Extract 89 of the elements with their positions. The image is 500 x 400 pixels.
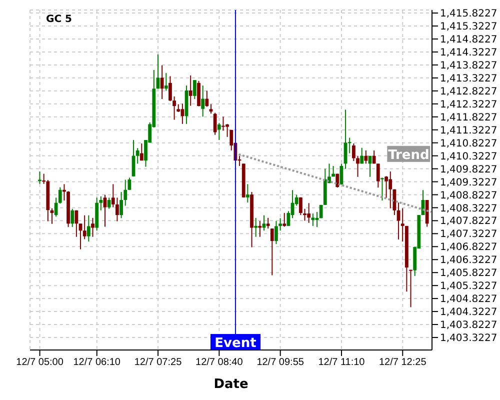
candlestick [388,170,392,209]
x-axis-title: Date [214,377,248,392]
candlestick [74,210,78,238]
candlestick [356,155,360,178]
candlestick [217,122,221,141]
y-tick-label: 1,414.8227 [440,34,498,46]
candlestick [274,220,278,245]
x-tick-label: 12/7 06:10 [73,357,121,368]
y-tick-label: 1,410.8227 [440,138,498,150]
y-tick-label: 1,413.8227 [440,60,498,72]
candlestick [384,176,388,198]
candlestick [340,163,344,185]
y-tick-label: 1,412.3227 [440,99,498,110]
candlestick [246,184,250,204]
x-tick-label: 12/7 05:00 [16,357,64,368]
y-tick-label: 1,404.8227 [440,294,498,306]
candlestick [311,212,315,226]
candlestick [360,147,364,164]
candlestick [140,142,144,162]
candlestick [400,208,404,242]
x-tick-label: 12/7 11:10 [318,357,366,368]
y-tick-label: 1,409.3227 [440,177,498,188]
candlestick [336,173,340,188]
candlestick [258,220,262,238]
y-tick-label: 1,408.3227 [440,203,498,214]
candlestick [197,80,200,107]
candlestick [307,202,311,224]
candlestick [282,212,286,228]
candlestick [168,76,172,102]
y-tick-label: 1,407.8227 [440,216,498,228]
candlestick [180,103,184,124]
candlestick [352,142,356,162]
candlestick [82,214,86,240]
y-tick-label: 1,414.3227 [440,48,498,59]
text: Trend [388,148,430,163]
candlestick [298,196,302,216]
ref-line-label: Event [214,336,256,351]
y-tick-label: 1,413.3227 [440,73,498,84]
candlestick [205,90,209,108]
candlestick [270,228,274,276]
candlestick [303,208,306,222]
candlestick [164,72,168,92]
candlestick [380,177,384,202]
chart-title: GC 5 [46,14,72,25]
candlestick [86,214,90,242]
candlestick [254,217,258,238]
y-tick-label: 1,405.8227 [440,268,498,280]
candlestick [91,217,94,238]
candlestick [120,191,123,219]
candlestick [201,85,205,118]
candlestick [222,116,225,132]
candlestick [192,80,196,100]
y-tick-label: 1,406.3227 [440,255,498,266]
y-tick-label: 1,415.8227 [440,8,498,20]
y-tick-label: 1,406.8227 [440,242,498,254]
candlestick [376,163,380,188]
y-tick-label: 1,403.8227 [440,320,498,332]
candlestick [160,64,164,100]
y-tick-label: 1,404.3227 [440,307,498,318]
y-tick-label: 1,412.8227 [440,86,498,98]
x-tick-label: 12/7 07:25 [134,357,182,368]
candlestick [116,197,119,222]
y-tick-label: 1,405.3227 [440,281,498,292]
x-tick-label: 12/7 09:55 [256,357,304,368]
candlestick [172,96,176,120]
candlestick [107,197,111,210]
candlestick [213,112,217,136]
candlestick [188,74,192,106]
candlestick [70,208,74,228]
candlestick [38,170,42,184]
candlestick [262,214,266,232]
y-tick-label: 1,408.8227 [440,190,498,202]
candlestick [372,150,376,164]
candlestick [209,104,213,114]
y-tick-label: 1,415.3227 [440,22,498,33]
y-tick-label: 1,411.8227 [440,112,498,124]
y-tick-label: 1,410.3227 [440,151,498,162]
candlestick [136,148,140,164]
candlestick [103,194,107,228]
candlestick [266,217,270,230]
y-tick-label: 1,411.3227 [440,125,498,136]
y-tick-label: 1,409.8227 [440,164,498,176]
candlestick [409,269,412,308]
y-tick-label: 1,407.3227 [440,229,498,240]
y-tick-label: 1,403.3227 [440,333,498,344]
x-tick-label: 12/7 12:25 [379,357,427,368]
candlestick [278,218,282,232]
x-tick-label: 12/7 08:40 [196,357,244,368]
candlestick [364,150,368,164]
